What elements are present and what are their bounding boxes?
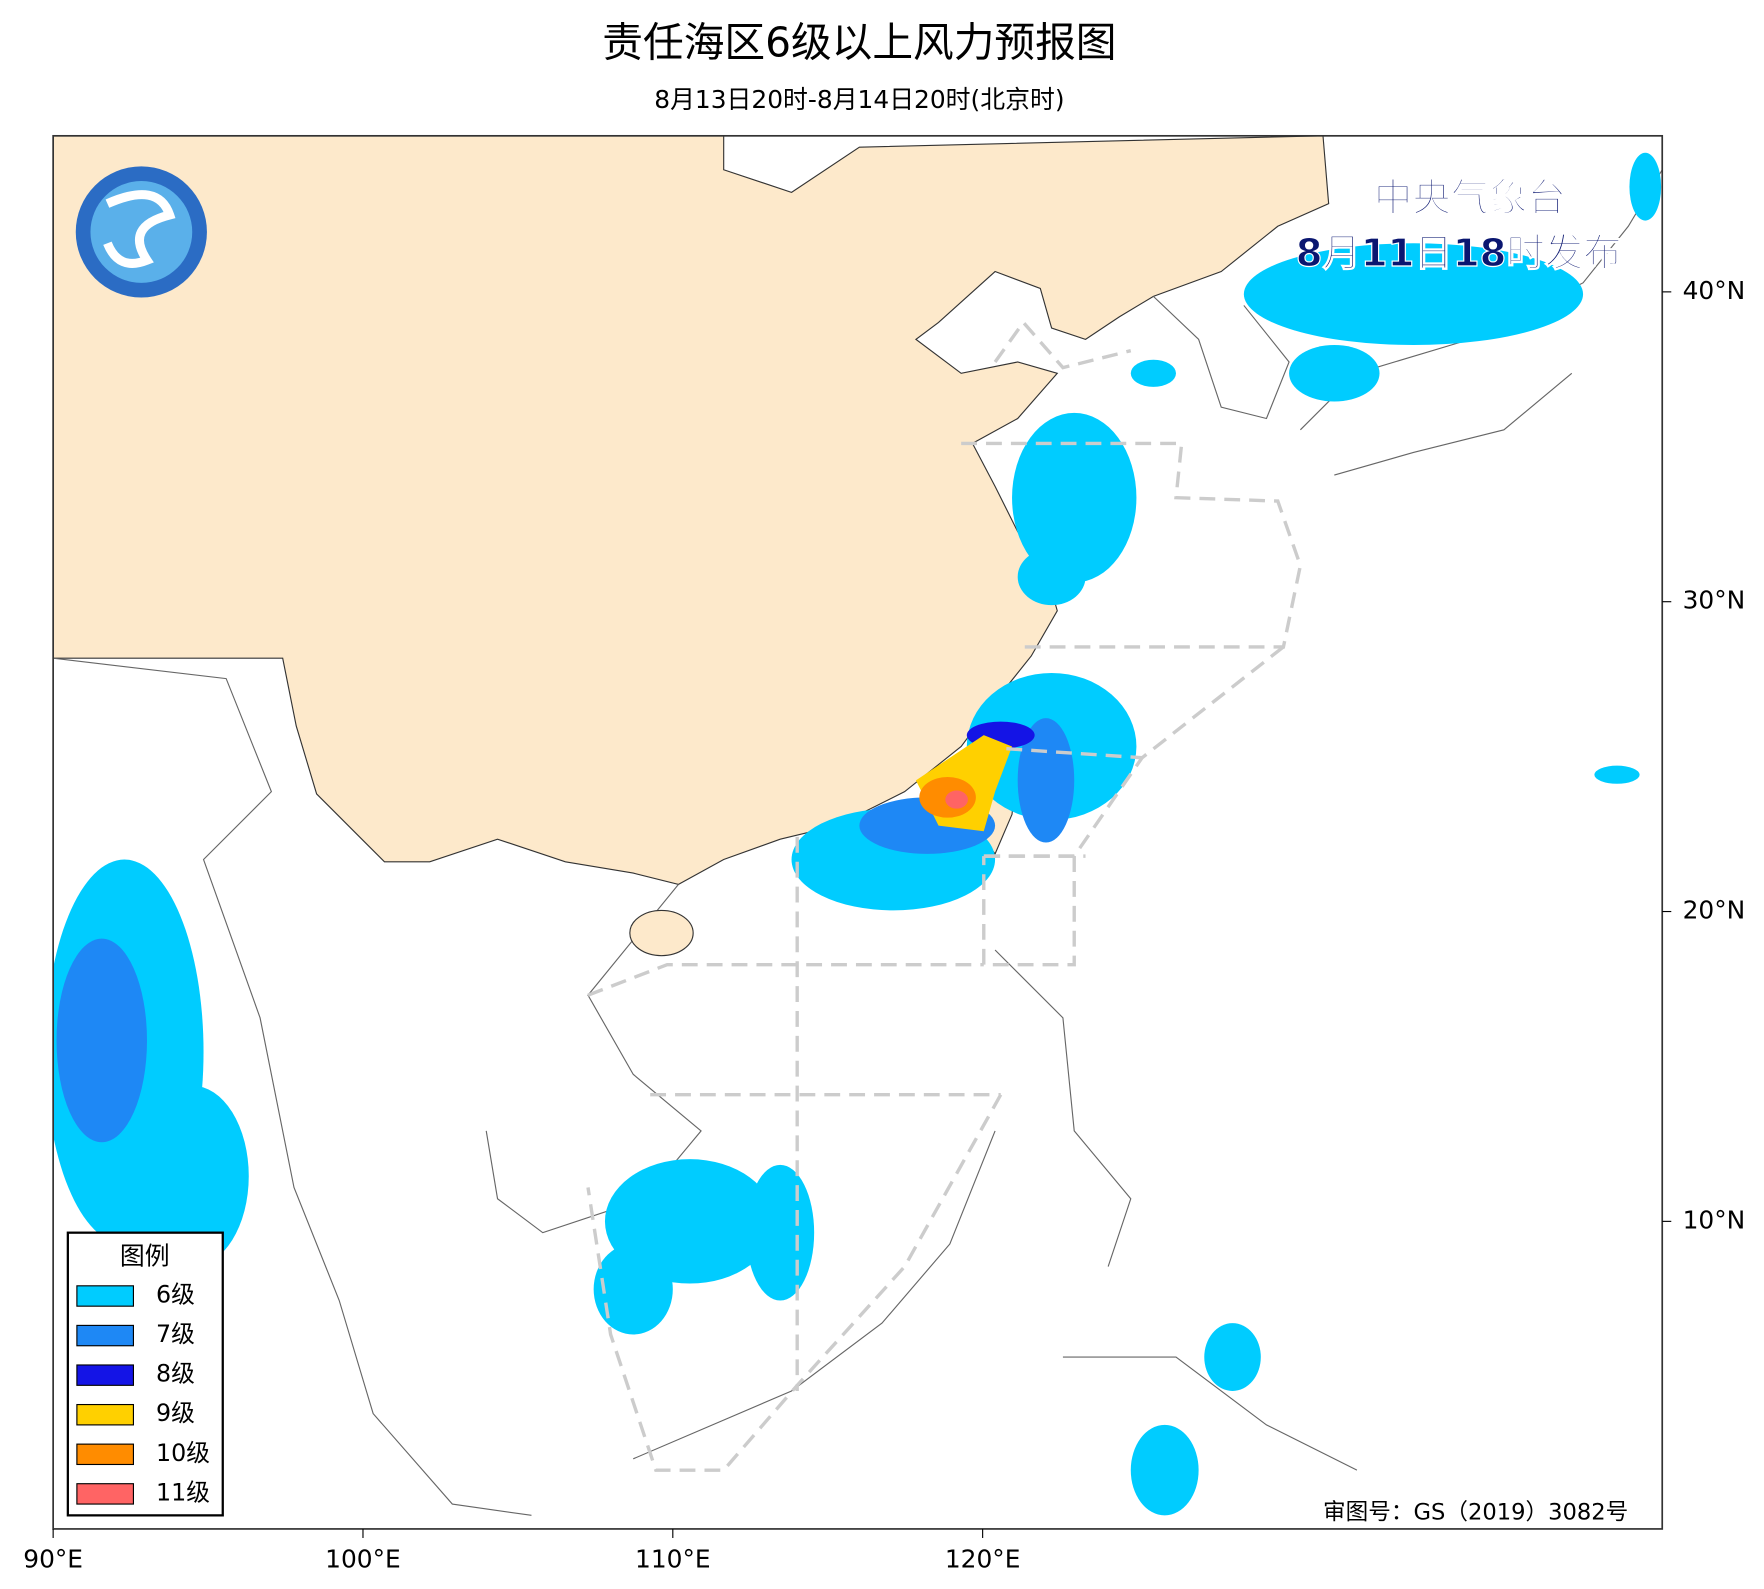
wind-6 [53,152,1662,1516]
y-tick-label: 20°N [1683,896,1746,925]
hainan [629,909,694,957]
legend-title: 图例 [120,1242,170,1271]
issue-time: 8月11日18时发布 [1296,231,1622,276]
y-tick-label: 30°N [1683,586,1746,615]
approval-number: 审图号：GS（2019）3082号 [1323,1500,1628,1526]
x-tick-label: 110°E [635,1545,711,1574]
x-tick-label: 90°E [23,1545,83,1574]
map [52,134,1664,1530]
y-tick-label: 10°N [1683,1205,1746,1234]
legend-swatch [76,1364,134,1386]
legend-swatch [76,1324,134,1347]
legend-swatch [76,1285,134,1307]
china-land [53,135,1330,885]
legend-label: 10级 [156,1439,210,1467]
legend-label: 11级 [156,1478,210,1506]
subtitle: 8月13日20时-8月14日20时(北京时) [654,85,1064,114]
x-tick-label: 100°E [325,1545,401,1574]
legend-swatch [76,1443,134,1466]
wind-11 [945,790,968,809]
legend-label: 8级 [156,1360,195,1388]
axes: 90°E 100°E 110°E 120°E 40°N 30°N 20°N 10°N [23,276,1745,1574]
legend-label: 6级 [156,1280,195,1308]
issuer-name: 中央气象台 [1374,176,1566,221]
x-tick-label: 120°E [945,1545,1021,1574]
y-tick-label: 40°N [1683,276,1746,305]
title: 责任海区6级以上风力预报图 [602,18,1116,66]
logo [75,166,207,298]
legend: 图例 6级 7级 8级 9级 10级 11级 [66,1231,224,1517]
sea-area-lines [586,319,1303,1472]
legend-swatch [76,1483,134,1505]
legend-label: 7级 [156,1320,195,1348]
legend-label: 9级 [156,1399,195,1427]
legend-swatch [76,1403,134,1426]
